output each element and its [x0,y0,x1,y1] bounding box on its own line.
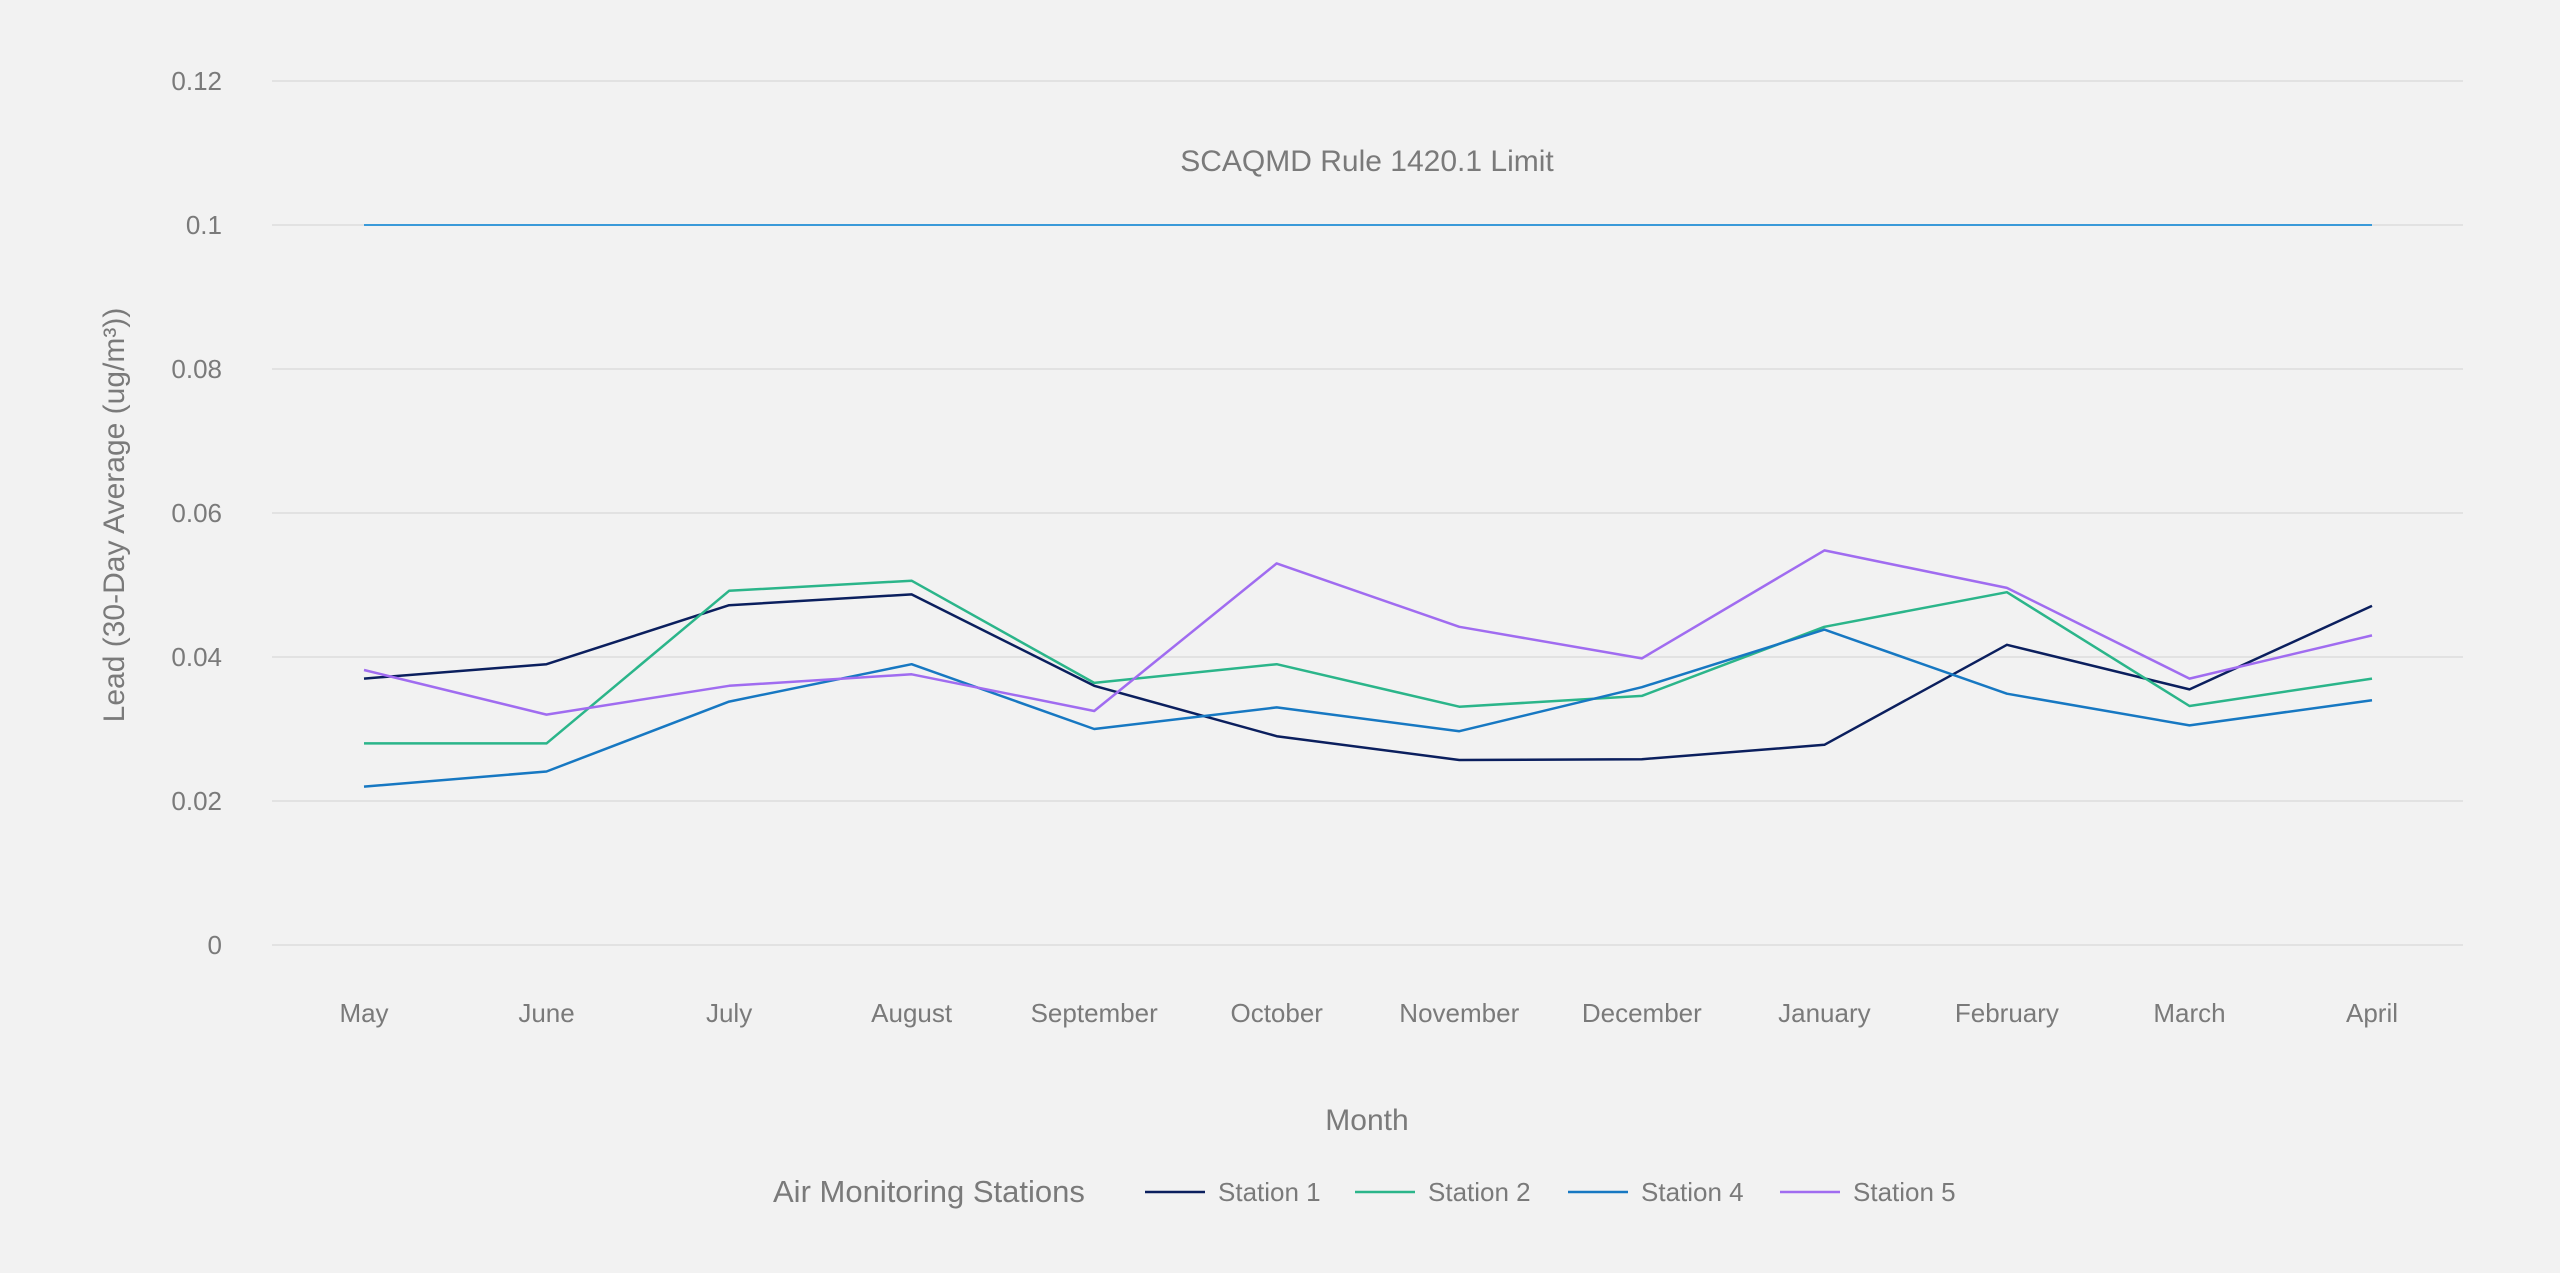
legend-label: Station 2 [1428,1177,1531,1207]
legend-label: Station 1 [1218,1177,1321,1207]
x-tick-label: February [1955,998,2059,1028]
limit-annotation: SCAQMD Rule 1420.1 Limit [1180,145,1554,178]
x-tick-label: January [1778,998,1871,1028]
legend-label: Station 4 [1641,1177,1744,1207]
x-tick-label: November [1399,998,1519,1028]
y-tick-label: 0.12 [171,66,222,96]
y-tick-label: 0 [208,930,222,960]
x-tick-label: May [339,998,388,1028]
legend-title: Air Monitoring Stations [773,1174,1085,1209]
series-line-station-2 [364,579,2373,745]
x-tick-label: July [706,998,752,1028]
legend-label: Station 5 [1853,1177,1956,1207]
y-axis-tick-labels: 0 0.02 0.04 0.06 0.08 0.1 0.12 [171,66,222,960]
y-tick-label: 0.02 [171,786,222,816]
x-tick-label: April [2346,998,2398,1028]
y-tick-label: 0.06 [171,498,222,528]
legend: Air Monitoring Stations Station 1 Station… [773,1174,1956,1209]
x-axis-title: Month [1325,1104,1408,1137]
x-tick-label: June [518,998,574,1028]
y-tick-label: 0.04 [171,642,222,672]
x-tick-label: December [1582,998,1702,1028]
series-line-station-5 [363,549,2373,716]
x-tick-label: September [1031,998,1159,1028]
x-tick-label: August [871,998,953,1028]
y-tick-label: 0.08 [171,354,222,384]
series-lines [363,549,2373,788]
series-line-station-4 [363,628,2373,788]
limit-line-group: SCAQMD Rule 1420.1 Limit [364,145,2372,226]
x-tick-label: October [1230,998,1323,1028]
y-tick-label: 0.1 [186,210,222,240]
x-axis-tick-labels: May June July August September October Novembe… [339,998,2398,1028]
legend-items: Station 1 Station 2 Station 4 Station 5 [1145,1177,1956,1207]
y-axis-title: Lead (30-Day Average (ug/m³)) [98,308,131,723]
x-tick-label: March [2153,998,2225,1028]
